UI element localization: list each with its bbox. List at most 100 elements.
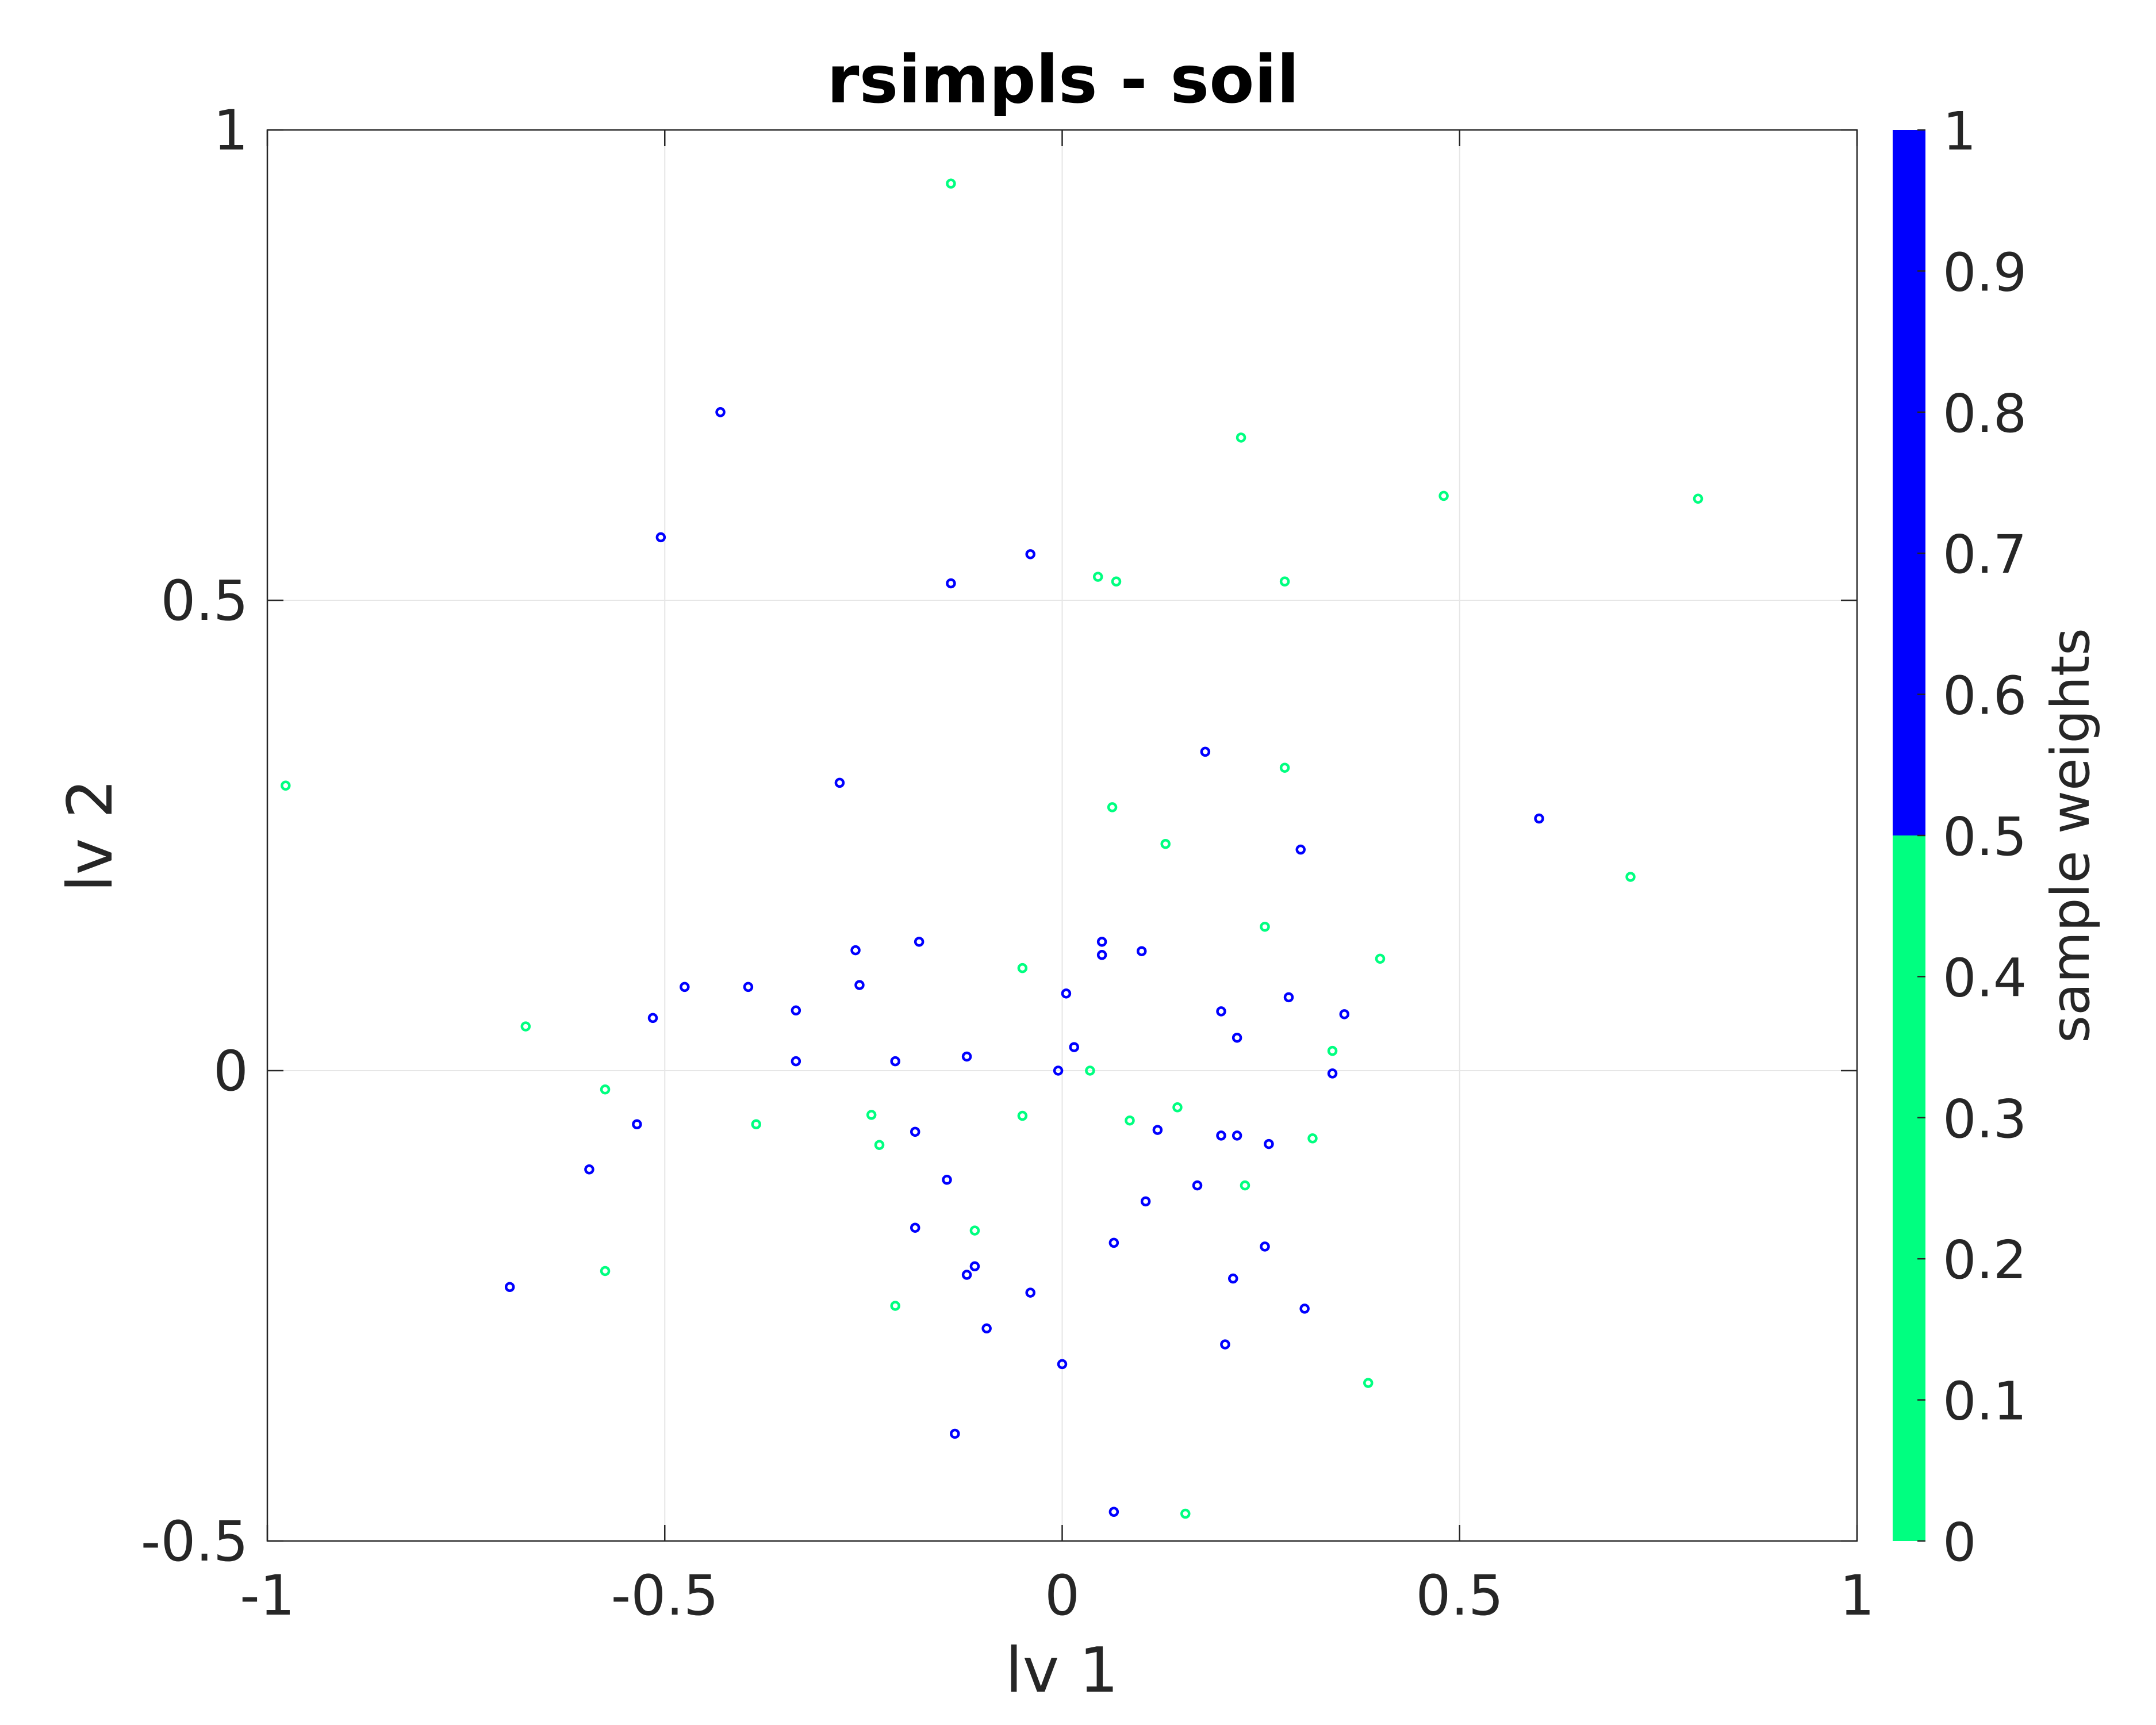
data-point-weight-1 xyxy=(854,980,865,990)
plot-area: -1 -0.5 0 0.5 1 -0.5 0 0.5 1 xyxy=(141,98,1875,1628)
data-point-weight-1 xyxy=(961,1270,972,1280)
data-point-weight-1 xyxy=(914,937,924,947)
data-point-weight-0 xyxy=(890,1301,900,1311)
data-point-weight-0 xyxy=(1125,1115,1135,1126)
x-tick-label: -0.5 xyxy=(611,1563,719,1628)
data-point-weight-0 xyxy=(600,1266,611,1276)
data-point-weight-1 xyxy=(680,982,690,992)
data-point-weight-1 xyxy=(1140,1196,1151,1207)
data-point-weight-1 xyxy=(1053,1065,1064,1076)
data-point-weight-1 xyxy=(1025,1287,1035,1298)
data-point-weight-1 xyxy=(715,407,726,417)
data-point-weight-0 xyxy=(281,780,291,791)
data-point-weight-1 xyxy=(1216,1006,1226,1017)
data-point-weight-1 xyxy=(632,1119,642,1130)
data-point-weight-1 xyxy=(743,982,754,992)
colorbar: 0 0.1 0.2 0.3 0.4 0.5 0.6 0.7 0.8 0.9 1 sample wei… xyxy=(1893,101,2101,1573)
colorbar-segment xyxy=(1893,130,1925,835)
data-point-weight-1 xyxy=(950,1428,960,1439)
data-point-weight-1 xyxy=(1096,937,1107,947)
chart-title: rsimpls - soil xyxy=(827,41,1299,118)
data-point-weight-1 xyxy=(1057,1359,1068,1370)
data-point-weight-1 xyxy=(961,1051,972,1062)
data-point-weight-1 xyxy=(1220,1339,1230,1350)
x-tick-label: -1 xyxy=(240,1563,295,1628)
data-point-weight-0 xyxy=(600,1084,611,1095)
data-point-weight-1 xyxy=(1227,1273,1238,1284)
x-axis-label: lv 1 xyxy=(1006,1635,1119,1707)
y-tick-label: 0 xyxy=(213,1039,248,1103)
y-tick-label: 0.5 xyxy=(160,569,248,633)
colorbar-tick-label: 0 xyxy=(1943,1512,1977,1573)
data-point-weight-1 xyxy=(969,1261,980,1272)
data-point-weight-0 xyxy=(1279,762,1290,773)
data-point-weight-0 xyxy=(1260,921,1270,932)
data-point-weight-0 xyxy=(751,1119,761,1130)
data-point-weight-1 xyxy=(647,1013,658,1023)
data-point-weight-0 xyxy=(1180,1508,1191,1519)
data-point-weight-1 xyxy=(1216,1130,1226,1141)
data-point-weight-0 xyxy=(520,1021,531,1032)
data-point-weight-1 xyxy=(1232,1032,1242,1043)
data-point-weight-0 xyxy=(969,1225,980,1236)
data-point-weight-0 xyxy=(866,1110,877,1120)
colorbar-tick-label: 0.1 xyxy=(1943,1371,2027,1432)
data-point-weight-1 xyxy=(1137,946,1147,956)
data-point-weight-1 xyxy=(946,578,956,589)
data-points xyxy=(281,178,1704,1519)
data-point-weight-0 xyxy=(1327,1045,1338,1056)
data-point-weight-1 xyxy=(834,777,845,788)
data-point-weight-0 xyxy=(1172,1102,1183,1113)
data-point-weight-0 xyxy=(1279,576,1290,587)
data-point-weight-1 xyxy=(1152,1125,1163,1135)
data-point-weight-1 xyxy=(910,1126,920,1137)
x-tick-label: 1 xyxy=(1839,1563,1874,1628)
data-point-weight-0 xyxy=(1363,1378,1374,1388)
data-point-weight-0 xyxy=(1625,872,1636,882)
x-tick-label: 0 xyxy=(1045,1563,1080,1628)
data-point-weight-1 xyxy=(1108,1237,1119,1248)
colorbar-tick-label: 0.3 xyxy=(1943,1088,2027,1150)
colorbar-tick-label: 0.5 xyxy=(1943,806,2027,868)
data-point-weight-1 xyxy=(1295,844,1306,855)
data-point-weight-1 xyxy=(791,1056,801,1067)
colorbar-segments xyxy=(1893,130,1925,1541)
data-point-weight-1 xyxy=(1200,746,1211,757)
data-point-weight-0 xyxy=(874,1140,885,1150)
data-point-weight-0 xyxy=(1240,1180,1250,1191)
data-point-weight-0 xyxy=(1307,1133,1318,1144)
data-point-weight-0 xyxy=(1092,572,1103,582)
data-point-weight-1 xyxy=(1108,1506,1119,1517)
data-point-weight-0 xyxy=(1236,432,1246,443)
colorbar-tick-label: 0.7 xyxy=(1943,524,2027,585)
data-point-weight-0 xyxy=(1017,1110,1028,1121)
data-point-weight-1 xyxy=(1534,813,1544,824)
colorbar-label: sample weights xyxy=(2040,628,2101,1043)
data-point-weight-1 xyxy=(1232,1130,1242,1141)
y-axis-label: lv 2 xyxy=(55,779,126,892)
colorbar-tick-label: 0.2 xyxy=(1943,1229,2027,1291)
data-point-weight-0 xyxy=(1017,963,1028,973)
data-point-weight-1 xyxy=(890,1056,900,1067)
data-point-weight-1 xyxy=(1327,1068,1338,1079)
x-tick-label: 0.5 xyxy=(1415,1563,1503,1628)
data-point-weight-0 xyxy=(1693,493,1704,504)
data-point-weight-1 xyxy=(655,532,666,543)
x-axis-ticks: -1 -0.5 0 0.5 1 xyxy=(240,130,1875,1628)
colorbar-tick-label: 0.8 xyxy=(1943,383,2027,444)
y-axis-ticks: -0.5 0 0.5 1 xyxy=(141,98,1857,1574)
data-point-weight-1 xyxy=(584,1164,594,1175)
data-point-weight-1 xyxy=(1283,992,1294,1003)
y-tick-label: 1 xyxy=(213,98,248,163)
data-point-weight-1 xyxy=(1025,549,1035,559)
colorbar-tick-label: 0.6 xyxy=(1943,665,2027,727)
data-point-weight-1 xyxy=(1069,1042,1079,1052)
data-point-weight-0 xyxy=(1375,953,1386,964)
data-point-weight-1 xyxy=(910,1222,920,1233)
data-point-weight-1 xyxy=(1299,1304,1310,1314)
data-point-weight-0 xyxy=(946,178,956,189)
data-point-weight-1 xyxy=(942,1175,952,1185)
colorbar-segment xyxy=(1893,835,1925,1541)
data-point-weight-1 xyxy=(1192,1180,1203,1191)
